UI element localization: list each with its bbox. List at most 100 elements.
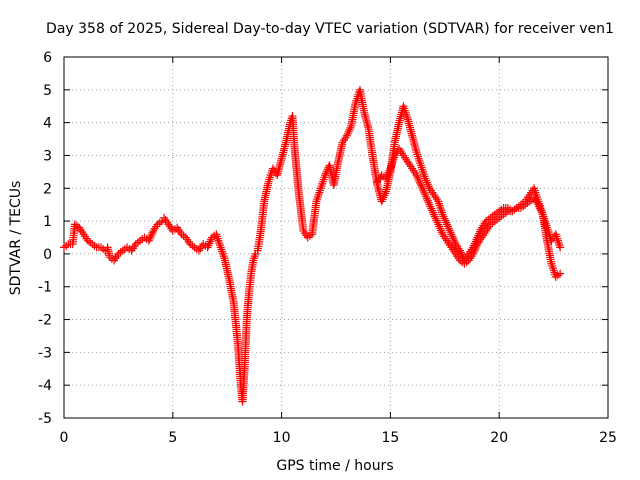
y-tick-label: 3 xyxy=(43,148,52,164)
y-tick-label: 4 xyxy=(43,116,52,132)
data-point-trace-b xyxy=(469,249,478,258)
data-point-trace-a xyxy=(448,232,457,241)
data-point-trace-b xyxy=(469,247,478,256)
tick-labels: 0 5 10 15 20 25 -5 -4 -3 -2 -1 0 1 2 3 4 5 6 xyxy=(38,50,617,446)
data-point-trace-a xyxy=(218,247,227,256)
data-point-trace-b xyxy=(427,204,436,213)
data-point-trace-b xyxy=(554,238,563,247)
data-point-trace-a xyxy=(316,184,325,193)
data-point-trace-a xyxy=(217,245,226,254)
data-point-trace-a xyxy=(447,230,456,239)
data-point-trace-a xyxy=(418,165,427,174)
data-point-trace-a xyxy=(316,186,325,195)
data-point-trace-a xyxy=(446,228,455,237)
data-point-trace-a xyxy=(413,150,422,159)
data-point-trace-b xyxy=(415,177,424,186)
data-point-trace-b xyxy=(536,206,545,215)
data-point-trace-a xyxy=(215,241,224,250)
x-tick-label: 5 xyxy=(168,430,177,446)
data-point-trace-a xyxy=(413,152,422,161)
data-point-trace-b xyxy=(433,218,442,227)
data-point-trace-b xyxy=(437,228,446,237)
data-point-trace-a xyxy=(412,148,421,157)
data-point-trace-a xyxy=(250,254,259,263)
data-point-trace-a xyxy=(441,216,450,225)
data-point-trace-b xyxy=(420,188,429,197)
data-point-trace-a xyxy=(345,125,354,134)
data-point-trace-b xyxy=(429,210,438,219)
data-point-trace-a xyxy=(145,234,154,243)
data-point-trace-a xyxy=(313,193,322,202)
data-point-trace-a xyxy=(414,154,423,163)
data-point-trace-a xyxy=(449,234,458,243)
data-point-trace-a xyxy=(422,176,431,185)
data-point-trace-a xyxy=(206,237,215,246)
data-point-trace-a xyxy=(381,189,390,198)
data-point-trace-b xyxy=(434,220,443,229)
data-point-trace-b xyxy=(413,173,422,182)
y-tick-label: -5 xyxy=(38,411,52,427)
data-point-trace-b xyxy=(436,226,445,235)
x-tick-label: 20 xyxy=(490,430,508,446)
data-point-trace-a xyxy=(440,214,449,223)
x-axis-title: GPS time / hours xyxy=(276,458,393,474)
data-point-trace-b xyxy=(552,232,561,241)
data-point-trace-b xyxy=(424,198,433,207)
data-point-trace-b xyxy=(429,208,438,217)
data-point-trace-a xyxy=(450,238,459,247)
data-point-trace-b xyxy=(555,241,564,250)
data-point-trace-a xyxy=(265,173,274,182)
x-tick-label: 0 xyxy=(60,430,69,446)
data-point-trace-b xyxy=(537,208,546,217)
y-tick-label: 2 xyxy=(43,181,52,197)
data-point-trace-a xyxy=(476,225,485,234)
data-point-trace-a xyxy=(346,123,355,132)
data-point-trace-b xyxy=(471,244,480,253)
data-point-trace-a xyxy=(343,129,352,138)
data-point-trace-a xyxy=(380,191,389,200)
data-point-trace-b xyxy=(416,180,425,189)
x-tick-label: 25 xyxy=(599,430,617,446)
data-point-trace-a xyxy=(317,182,326,191)
x-tick-label: 10 xyxy=(273,430,291,446)
data-point-trace-a xyxy=(344,127,353,136)
data-point-trace-a xyxy=(146,232,155,241)
data-point-trace-b xyxy=(436,224,445,233)
data-point-trace-a xyxy=(442,218,451,227)
data-point-trace-a xyxy=(399,102,408,111)
data-point-trace-a xyxy=(147,230,156,239)
data-point-trace-a xyxy=(379,193,388,202)
data-point-trace-b xyxy=(385,166,394,175)
chart-title: Day 358 of 2025, Sidereal Day-to-day VTE… xyxy=(46,21,614,37)
data-point-trace-b xyxy=(421,190,430,199)
y-tick-label: -3 xyxy=(38,345,52,361)
data-point-trace-b xyxy=(417,182,426,191)
data-point-trace-a xyxy=(424,182,433,191)
data-points xyxy=(60,85,565,406)
data-point-trace-a xyxy=(421,174,430,183)
data-point-trace-a xyxy=(547,259,556,268)
data-point-trace-a xyxy=(417,163,426,172)
data-point-trace-b xyxy=(423,196,432,205)
data-point-trace-b xyxy=(536,204,545,213)
y-tick-label: 1 xyxy=(43,214,52,230)
y-tick-label: 0 xyxy=(43,247,52,263)
data-point-trace-b xyxy=(425,200,434,209)
data-point-trace-a xyxy=(449,236,458,245)
data-point-trace-a xyxy=(148,228,157,237)
data-point-trace-a xyxy=(315,188,324,197)
data-point-trace-a xyxy=(548,261,557,270)
data-point-trace-a xyxy=(205,239,214,248)
data-point-trace-b xyxy=(419,186,428,195)
data-point-trace-b xyxy=(535,202,544,211)
data-point-trace-a xyxy=(456,248,465,257)
data-point-trace-a xyxy=(377,197,386,206)
data-point-trace-b xyxy=(418,184,427,193)
data-point-trace-a xyxy=(220,254,229,263)
data-point-trace-b xyxy=(470,245,479,254)
data-point-trace-a xyxy=(318,179,327,188)
data-point-trace-a xyxy=(434,199,443,208)
data-point-trace-b xyxy=(472,242,481,251)
data-point-trace-a xyxy=(219,252,228,261)
